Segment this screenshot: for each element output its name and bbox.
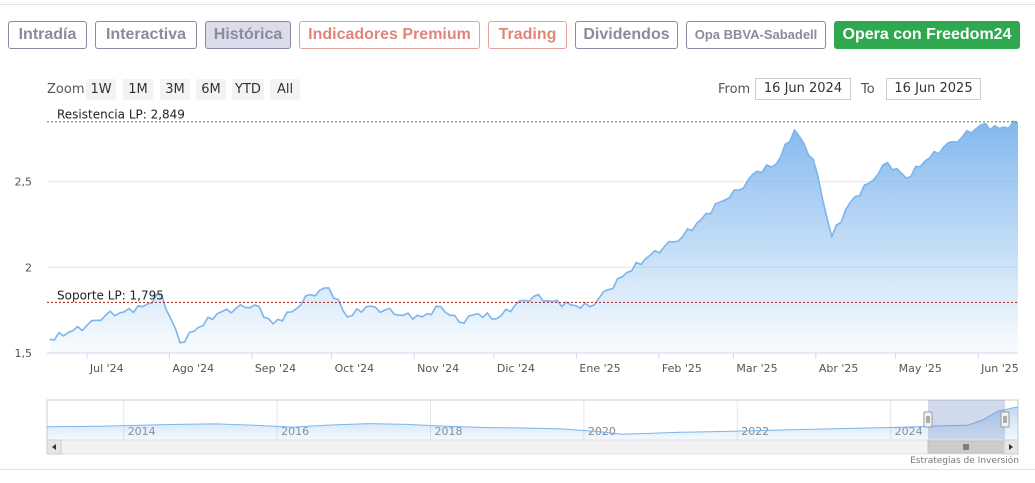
tab-interactiva[interactable]: Interactiva — [95, 21, 197, 49]
support-label: Soporte LP: 1,795 — [57, 288, 164, 302]
tab-trading[interactable]: Trading — [488, 21, 567, 49]
tab-opa-bbva-sabadell[interactable]: Opa BBVA-Sabadell — [686, 21, 826, 49]
range-to-input[interactable]: 16 Jun 2025 — [886, 78, 981, 100]
x-tick-label: May '25 — [899, 362, 942, 375]
zoom-ytd-button[interactable]: YTD — [232, 79, 264, 100]
zoom-label: Zoom — [47, 82, 85, 97]
tab-historica[interactable]: Histórica — [205, 21, 291, 49]
y-tick-label: 1,5 — [15, 347, 33, 360]
range-from-input[interactable]: 16 Jun 2024 — [755, 78, 851, 100]
range-from-label: From — [718, 82, 751, 97]
zoom-1m-button[interactable]: 1M — [123, 79, 153, 100]
y-tick-label: 2,5 — [15, 176, 33, 189]
x-tick-label: Nov '24 — [417, 362, 459, 375]
navigator-handle-right[interactable] — [1000, 411, 1010, 428]
x-tick-label: Mar '25 — [736, 362, 777, 375]
navigator-area — [47, 406, 1018, 440]
tab-dividendos[interactable]: Dividendos — [575, 21, 678, 49]
x-tick-label: Sep '24 — [255, 362, 296, 375]
opera-freedom24-button[interactable]: Opera con Freedom24 — [834, 21, 1020, 49]
x-tick-label: Jul '24 — [89, 362, 124, 375]
zoom-all-button[interactable]: All — [270, 79, 300, 100]
price-area — [49, 121, 1018, 354]
price-series-line — [49, 120, 1019, 344]
zoom-3m-button[interactable]: 3M — [160, 79, 190, 100]
price-chart: Resistencia LP: 2,849 Soporte LP: 1,795 1… — [15, 108, 1019, 455]
range-to-label: To — [861, 82, 875, 97]
bottom-divider — [0, 469, 1035, 470]
zoom-1w-button[interactable]: 1W — [86, 79, 116, 100]
x-tick-label: Ene '25 — [579, 362, 620, 375]
tab-indicadores-premium[interactable]: Indicadores Premium — [299, 21, 480, 49]
chart-credit: Estrategias de Inversión — [910, 456, 1019, 466]
top-divider — [0, 4, 1035, 5]
x-tick-label: Oct '24 — [335, 362, 375, 375]
resistance-label: Resistencia LP: 2,849 — [57, 108, 185, 122]
tab-intradia[interactable]: Intradía — [8, 21, 87, 49]
navigator-selection — [928, 400, 1005, 440]
navigator-handle-left[interactable] — [923, 411, 933, 428]
x-tick-label: Ago '24 — [172, 362, 214, 375]
x-tick-label: Abr '25 — [819, 362, 859, 375]
x-tick-label: Feb '25 — [662, 362, 702, 375]
y-tick-label: 2 — [25, 261, 32, 274]
arrow-left-icon — [52, 444, 56, 450]
x-tick-label: Jun '25 — [980, 362, 1019, 375]
zoom-6m-button[interactable]: 6M — [196, 79, 226, 100]
x-tick-label: Dic '24 — [497, 362, 535, 375]
navigator-scrollbar[interactable] — [46, 439, 1019, 455]
arrow-right-icon — [1009, 444, 1013, 450]
